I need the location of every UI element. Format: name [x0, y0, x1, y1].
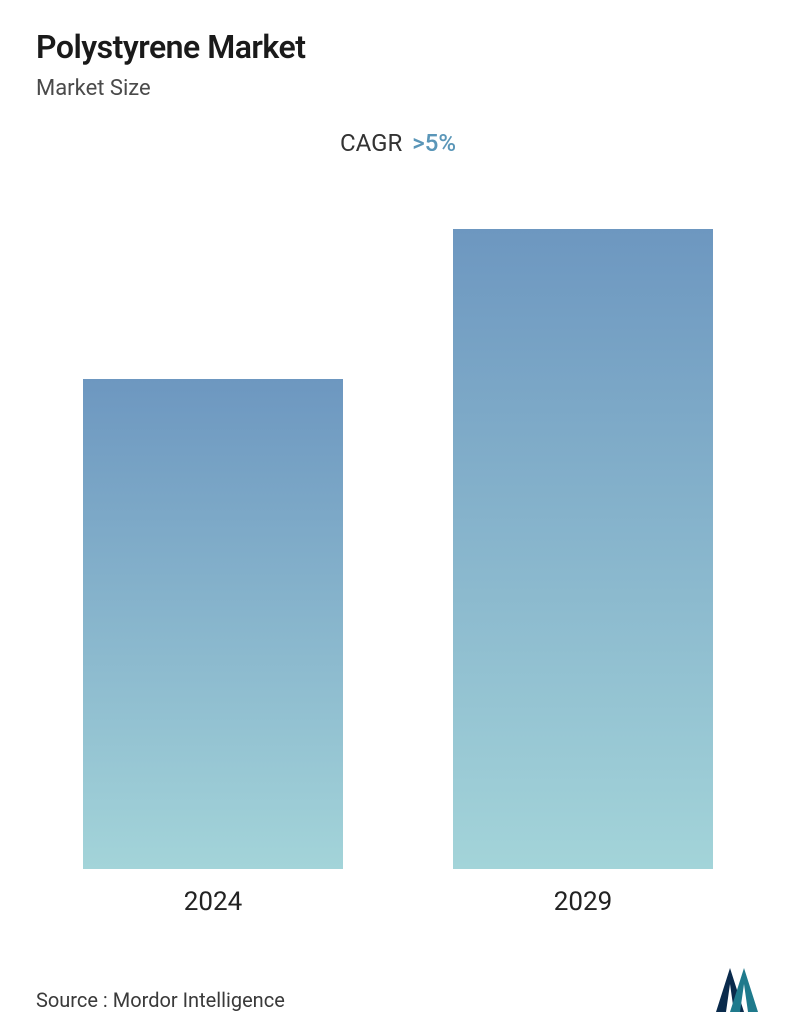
footer: Source : Mordor Intelligence: [36, 966, 760, 1012]
chart-container: Polystyrene Market Market Size CAGR >5% …: [0, 0, 796, 1034]
bar: [453, 229, 713, 869]
bar-column: 2024: [83, 379, 343, 917]
bar: [83, 379, 343, 869]
bar-label: 2029: [554, 887, 612, 917]
page-title: Polystyrene Market: [36, 28, 760, 66]
cagr-value: >5%: [412, 129, 456, 157]
brand-logo-icon: [704, 966, 760, 1012]
bar-label: 2024: [184, 887, 242, 917]
bar-chart: 2024 2029: [36, 197, 760, 917]
cagr-label: CAGR: [340, 129, 402, 157]
source-text: Source : Mordor Intelligence: [36, 988, 285, 1012]
page-subtitle: Market Size: [36, 76, 760, 101]
bar-column: 2029: [453, 229, 713, 917]
cagr-line: CAGR >5%: [36, 129, 760, 157]
